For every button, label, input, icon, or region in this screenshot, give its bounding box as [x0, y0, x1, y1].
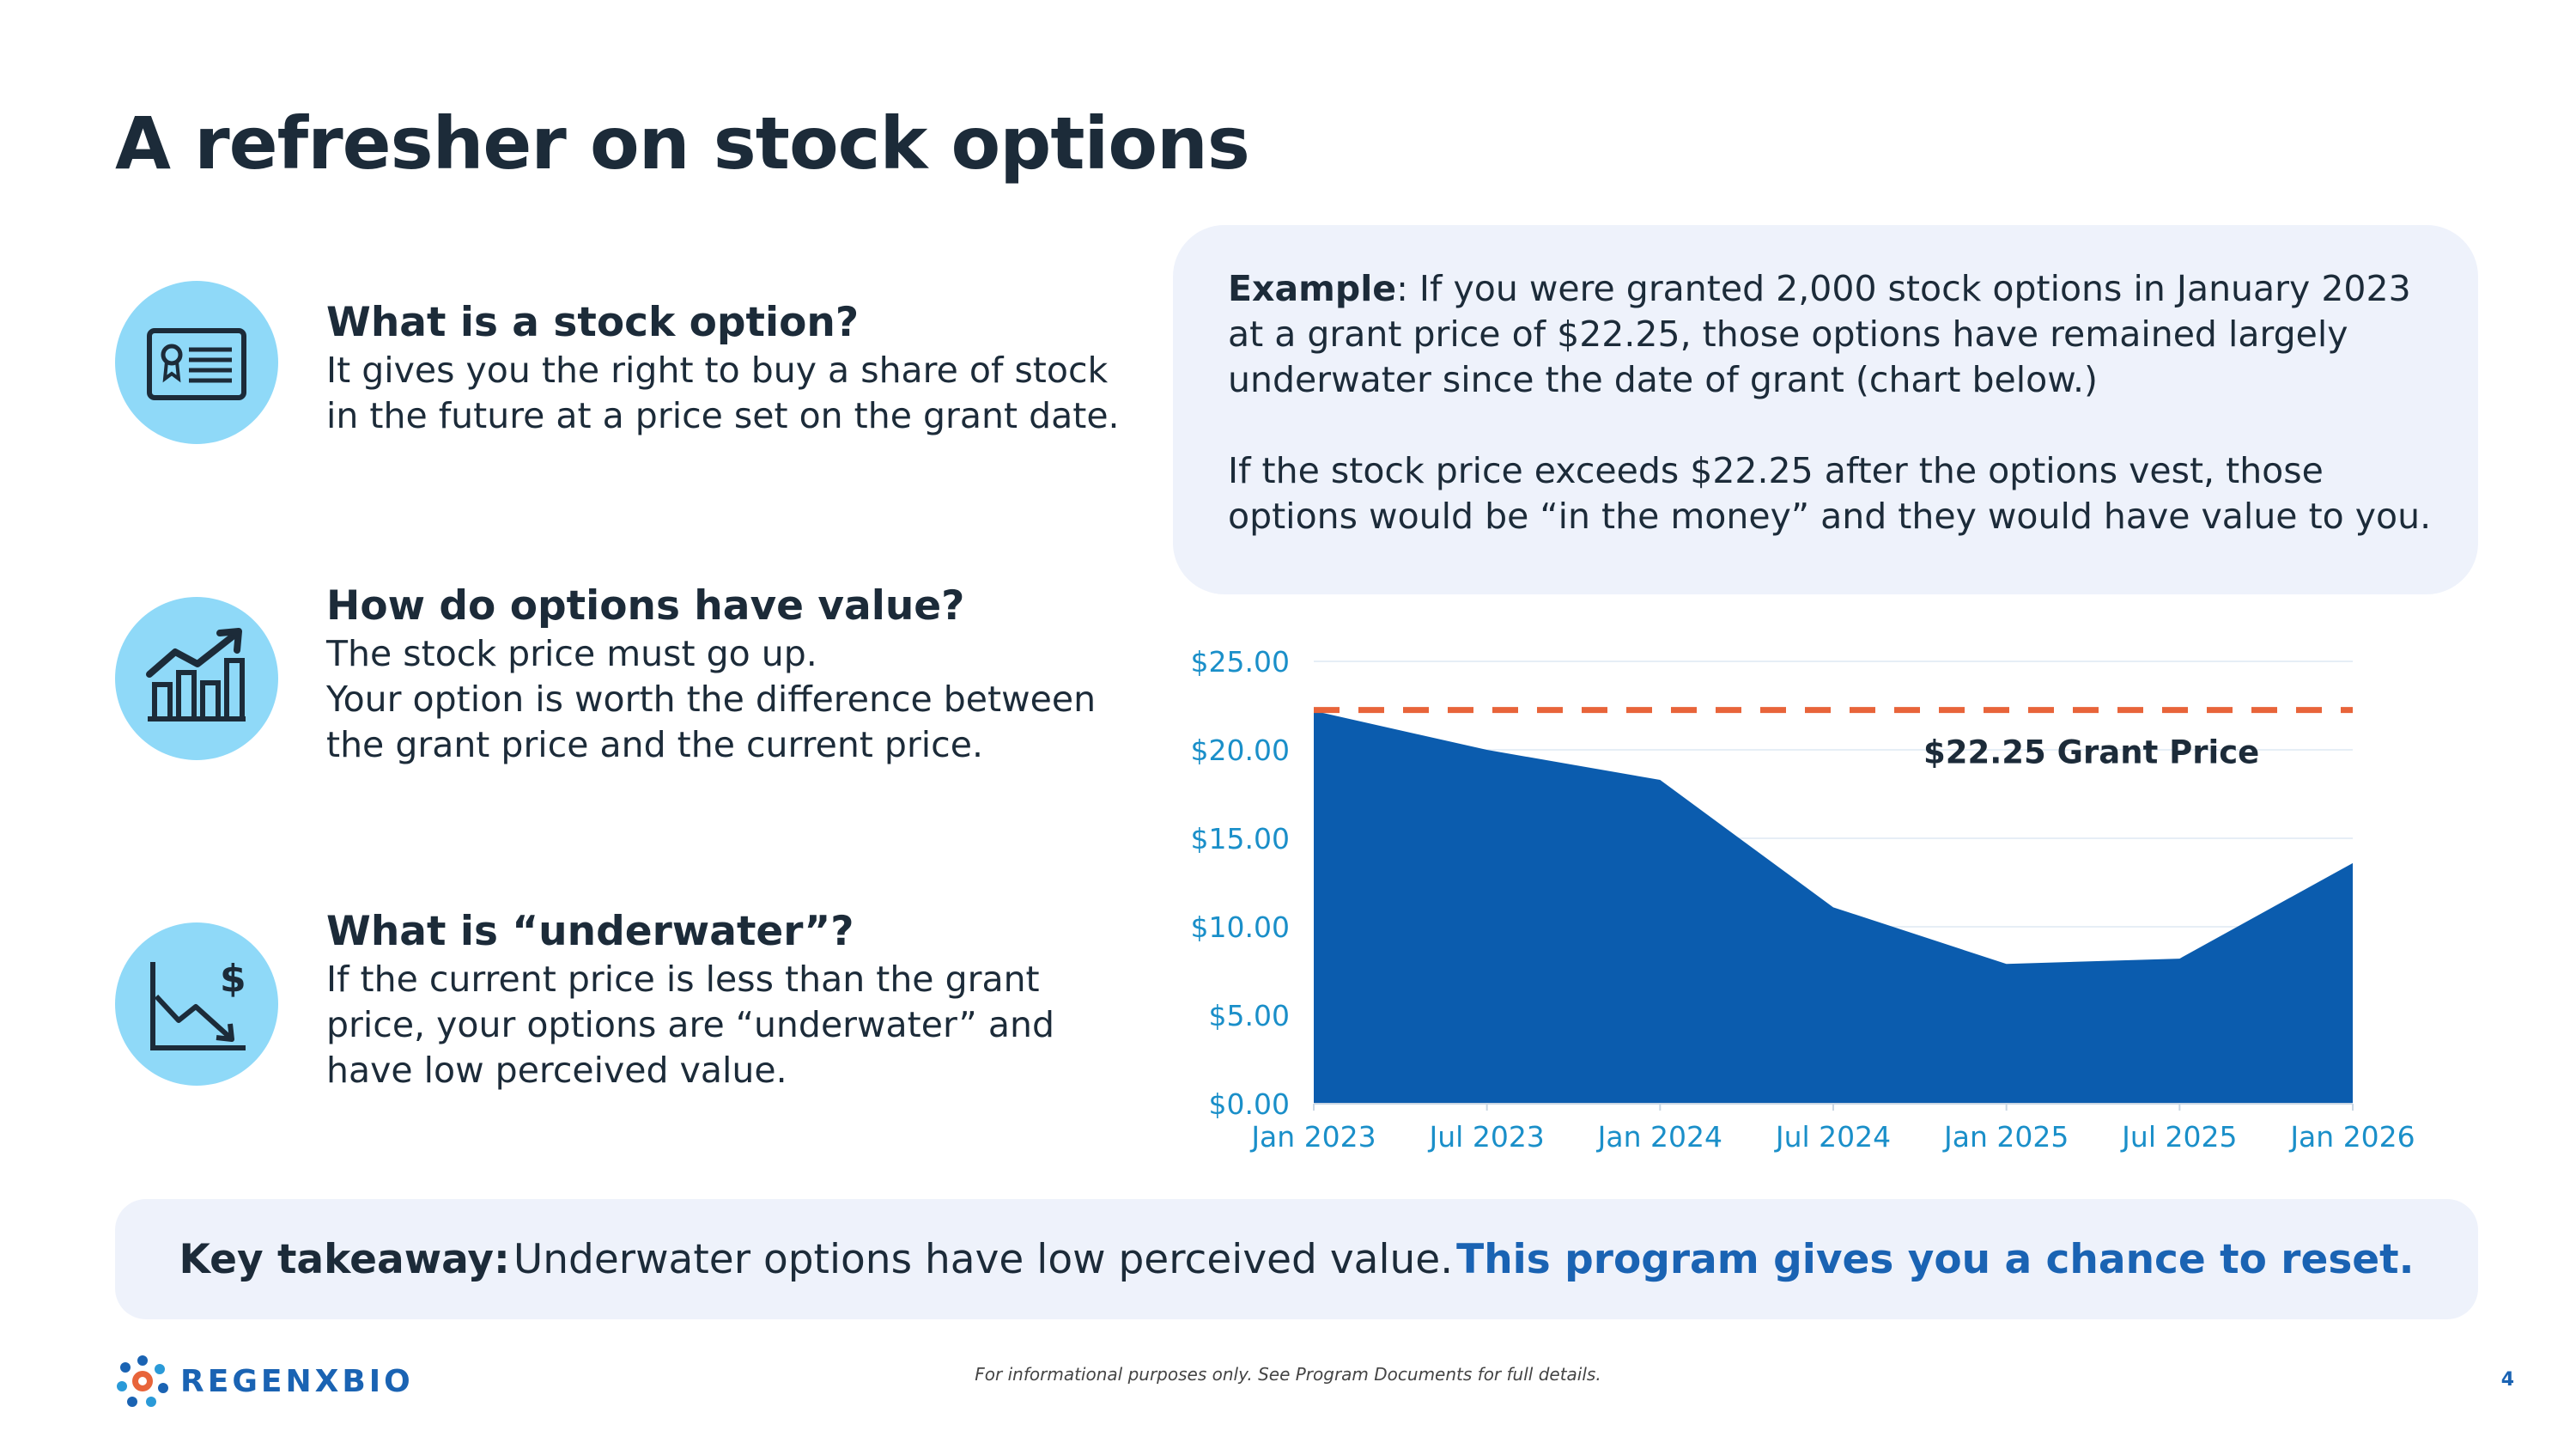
takeaway-text: Underwater options have low perceived va…: [513, 1235, 1454, 1283]
logo-mark-icon: [117, 1355, 168, 1407]
feature-heading: What is “underwater”?: [326, 908, 854, 955]
svg-text:$: $: [220, 957, 246, 1001]
feature-text-line: in the future at a price set on the gran…: [326, 395, 1120, 436]
icon-badge: [115, 281, 278, 444]
logo-text: REGENXBIO: [180, 1363, 414, 1399]
example-line: options would be “in the money” and they…: [1228, 496, 2432, 537]
takeaway-emphasis: This program gives you a chance to reset…: [1456, 1235, 2415, 1283]
example-callout: Example: If you were granted 2,000 stock…: [1173, 225, 2478, 594]
page-number: 4: [2500, 1369, 2514, 1391]
feature-text-line: Your option is worth the difference betw…: [326, 679, 1097, 720]
example-line: at a grant price of $22.25, those option…: [1228, 314, 2348, 355]
feature-stock-option: What is a stock option? It gives you the…: [115, 281, 1145, 453]
declining-chart-dollar-icon: $: [150, 957, 246, 1050]
example-line: If the stock price exceeds $22.25 after …: [1228, 450, 2324, 491]
x-tick-label: Jan 2023: [1249, 1120, 1376, 1154]
feature-underwater: $ What is “underwater”? If the current p…: [115, 908, 1145, 1094]
icon-badge: [115, 597, 278, 760]
feature-text-line: It gives you the right to buy a share of…: [326, 350, 1109, 391]
x-tick-label: Jan 2024: [1596, 1120, 1722, 1154]
x-tick-label: Jan 2025: [1942, 1120, 2069, 1154]
key-takeaway-banner: Key takeaway: Underwater options have lo…: [115, 1199, 2478, 1319]
icon-badge: $: [115, 922, 278, 1086]
x-tick-label: Jul 2025: [2120, 1120, 2237, 1154]
grant-price-label: $22.25 Grant Price: [1923, 734, 2259, 771]
feature-text-line: have low perceived value.: [326, 1050, 787, 1091]
example-line: Example: If you were granted 2,000 stock…: [1228, 268, 2411, 309]
takeaway-label: Key takeaway:: [179, 1235, 510, 1283]
feature-option-value: How do options have value? The stock pri…: [115, 582, 1145, 769]
growth-chart-icon: [146, 628, 246, 721]
example-label: Example: [1228, 268, 1397, 309]
certificate-icon: [147, 328, 246, 400]
y-tick-label: $10.00: [1191, 910, 1290, 944]
feature-heading: How do options have value?: [326, 582, 965, 630]
y-tick-label: $0.00: [1209, 1087, 1290, 1121]
feature-text-line: price, your options are “underwater” and: [326, 1004, 1054, 1045]
feature-text-line: the grant price and the current price.: [326, 724, 983, 765]
company-logo: REGENXBIO: [115, 1355, 414, 1407]
y-tick-label: $5.00: [1209, 999, 1290, 1032]
x-tick-label: Jul 2023: [1428, 1120, 1545, 1154]
feature-heading: What is a stock option?: [326, 299, 860, 346]
disclaimer: For informational purposes only. See Pro…: [975, 1364, 1601, 1385]
stock-price-chart: $0.00 $5.00 $10.00 $15.00 $20.00 $25.00 Jan 20…: [1191, 645, 2415, 1154]
x-tick-label: Jan 2026: [2288, 1120, 2415, 1154]
feature-text-line: If the current price is less than the gr…: [326, 959, 1040, 1000]
feature-text-line: The stock price must go up.: [326, 633, 817, 674]
example-line: underwater since the date of grant (char…: [1228, 359, 2099, 400]
x-tick-label: Jul 2024: [1774, 1120, 1891, 1154]
y-tick-label: $20.00: [1191, 734, 1290, 767]
y-tick-label: $25.00: [1191, 645, 1290, 679]
slide-title: A refresher on stock options: [115, 101, 1250, 186]
y-tick-label: $15.00: [1191, 822, 1290, 855]
